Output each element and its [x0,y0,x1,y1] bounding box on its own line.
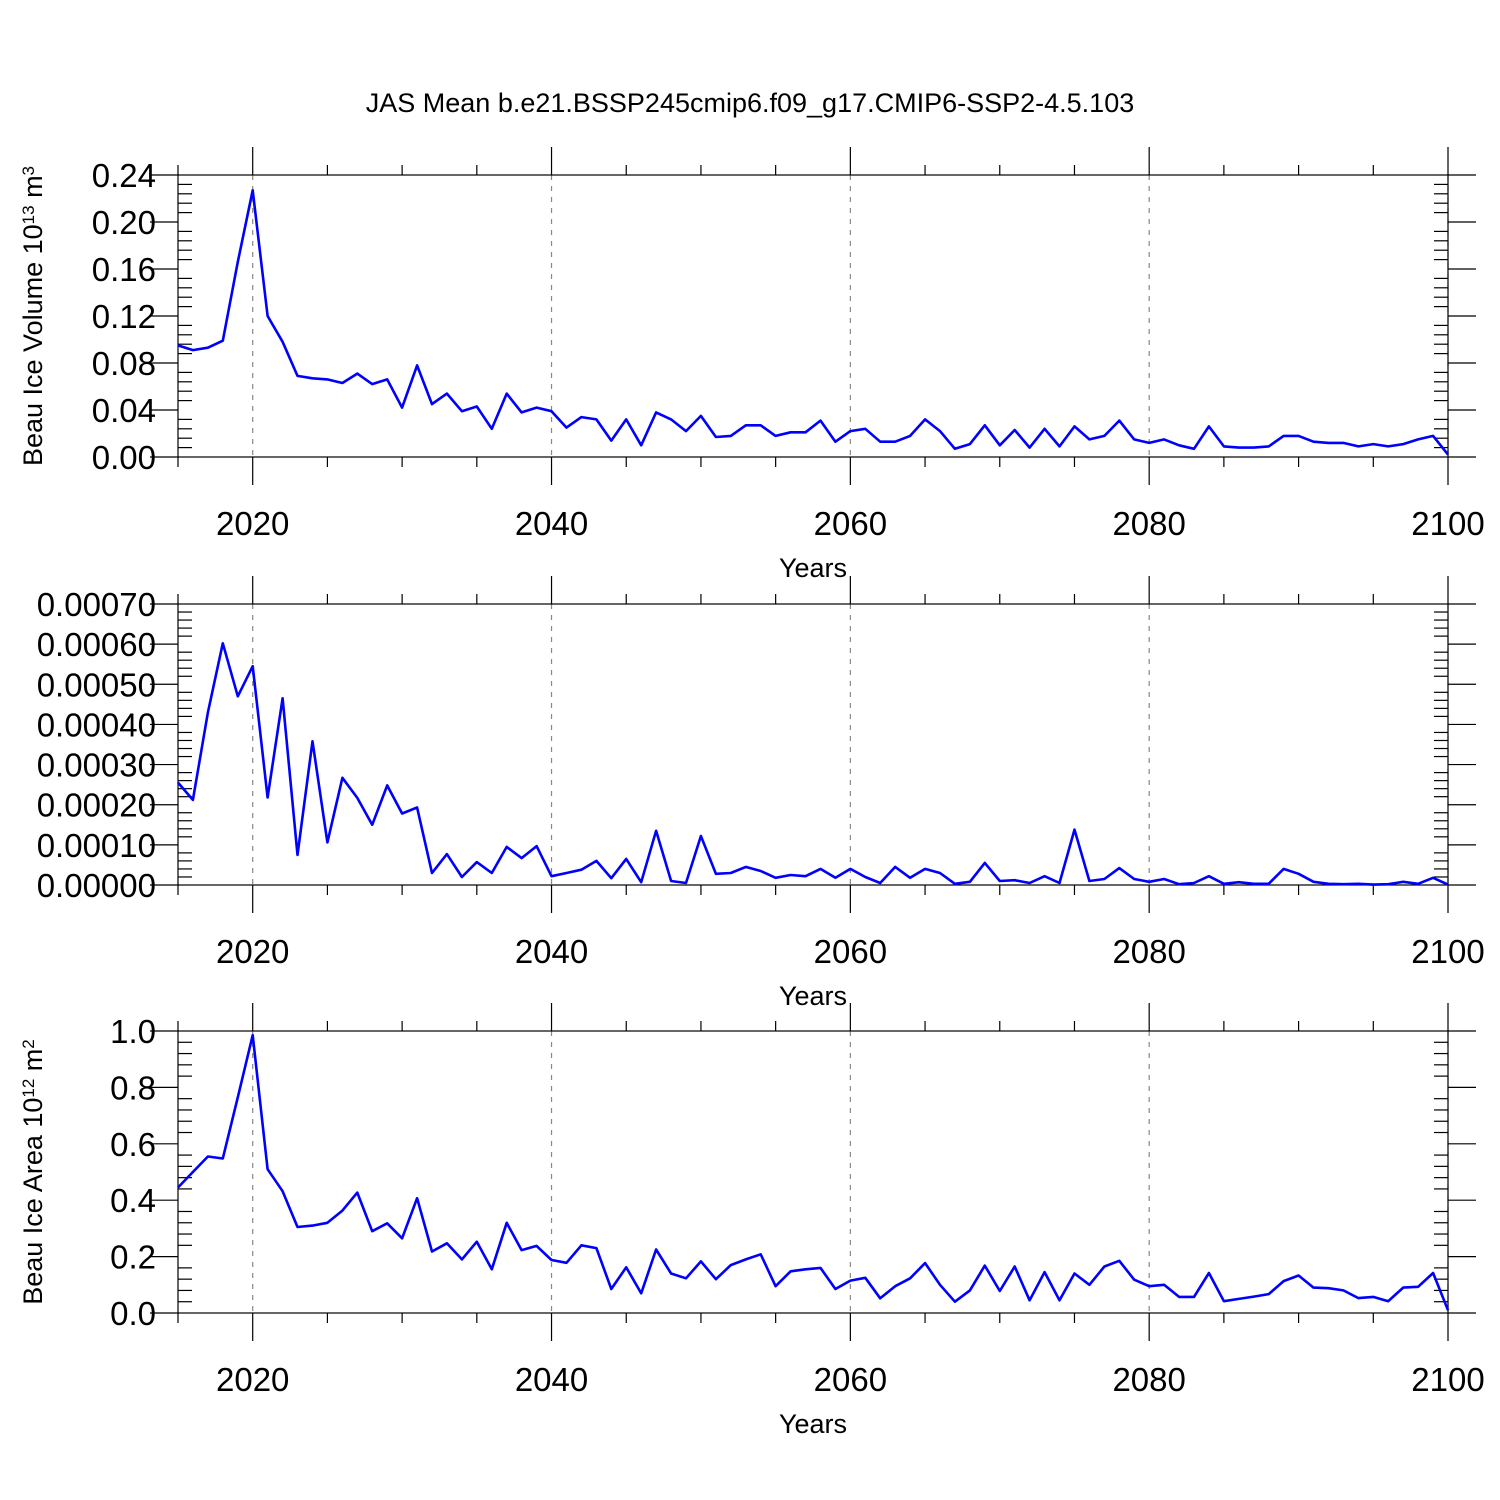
x-axis-label: Years [779,1409,847,1439]
y-tick-label: 0.00030 [37,747,156,784]
y-tick-label: 0.00040 [37,706,156,743]
x-tick-label: 2040 [515,1361,588,1398]
y-tick-label: 0.00 [92,439,156,476]
x-tick-label: 2080 [1112,505,1185,542]
y-tick-label: 0.00000 [37,867,156,904]
y-tick-label: 0.8 [110,1069,156,1106]
y-tick-label: 1.0 [110,1013,156,1050]
y-axis-label-part: Beau Ice Volume 10 [18,224,48,466]
x-tick-label: 2100 [1411,505,1484,542]
y-tick-label: 0.00010 [37,827,156,864]
y-tick-label: 0.2 [110,1239,156,1276]
chart-panel-2: 2020 2040 2060 2080 2100Years0.000000.000100… [37,576,1485,1011]
y-tick-label: 0.4 [110,1182,156,1219]
y-axis-label-superscript: 13 [19,205,38,224]
y-tick-label: 0.0 [110,1295,156,1332]
y-tick-label: 0.00020 [37,787,156,824]
y-axis-label-superscript: 2 [19,1039,38,1048]
y-axis-label-superscript: 3 [19,166,38,175]
x-tick-label: 2040 [515,933,588,970]
panels: 2020 2040 2060 2080 2100 Years 0.00 0.04 0.08 0.1… [18,147,1485,1439]
y-tick-label: 0.16 [92,251,156,288]
x-tick-label: 2060 [814,1361,887,1398]
x-axis-label: Years [779,981,847,1011]
y-axis-label-superscript: 12 [19,1079,38,1098]
chart-panel-1: 2020 2040 2060 2080 2100 Years 0.00 0.04 0.08 0.1… [18,147,1485,583]
y-axis-label-part: m [18,175,48,205]
y-tick-label: 0.08 [92,345,156,382]
series-line [177,189,1450,456]
chart-title: JAS Mean b.e21.BSSP245cmip6.f09_g17.CMIP… [366,88,1134,118]
x-tick-label: 2100 [1411,933,1484,970]
plot-frame [177,603,1449,886]
y-tick-label: 0.00070 [37,586,156,623]
x-tick-label: 2100 [1411,1361,1484,1398]
y-axis-label: Beau Ice Area 1012 m2 [18,1039,48,1305]
chart-panel-3: 2020 2040 2060 2080 2100 Years 0.0 0.2 0.4 0.6 0.8… [18,1003,1485,1439]
y-tick-label: 0.12 [92,298,156,335]
y-tick-label: 0.6 [110,1126,156,1163]
series-line [177,641,1449,886]
x-tick-label: 2040 [515,505,588,542]
x-tick-label: 2060 [814,505,887,542]
x-tick-label: 2020 [216,505,289,542]
y-tick-label: 0.20 [92,204,156,241]
series-line [177,1033,1450,1311]
y-axis-label: Beau Ice Volume 1013 m3 [18,166,48,466]
x-tick-label: 2020 [216,933,289,970]
x-tick-label: 2020 [216,1361,289,1398]
y-tick-label: 0.04 [92,392,156,429]
x-tick-label: 2080 [1112,1361,1185,1398]
plot-frame [177,1030,1449,1314]
x-tick-label: 2080 [1112,933,1185,970]
y-tick-label: 0.24 [92,157,156,194]
y-tick-label: 0.00060 [37,626,156,663]
y-axis-label-part: Beau Ice Area 10 [18,1098,48,1305]
y-tick-label: 0.00050 [37,666,156,703]
y-axis-label-part: m [18,1049,48,1079]
plot-frame [177,174,1449,458]
x-axis-label: Years [779,553,847,583]
x-tick-label: 2060 [814,933,887,970]
